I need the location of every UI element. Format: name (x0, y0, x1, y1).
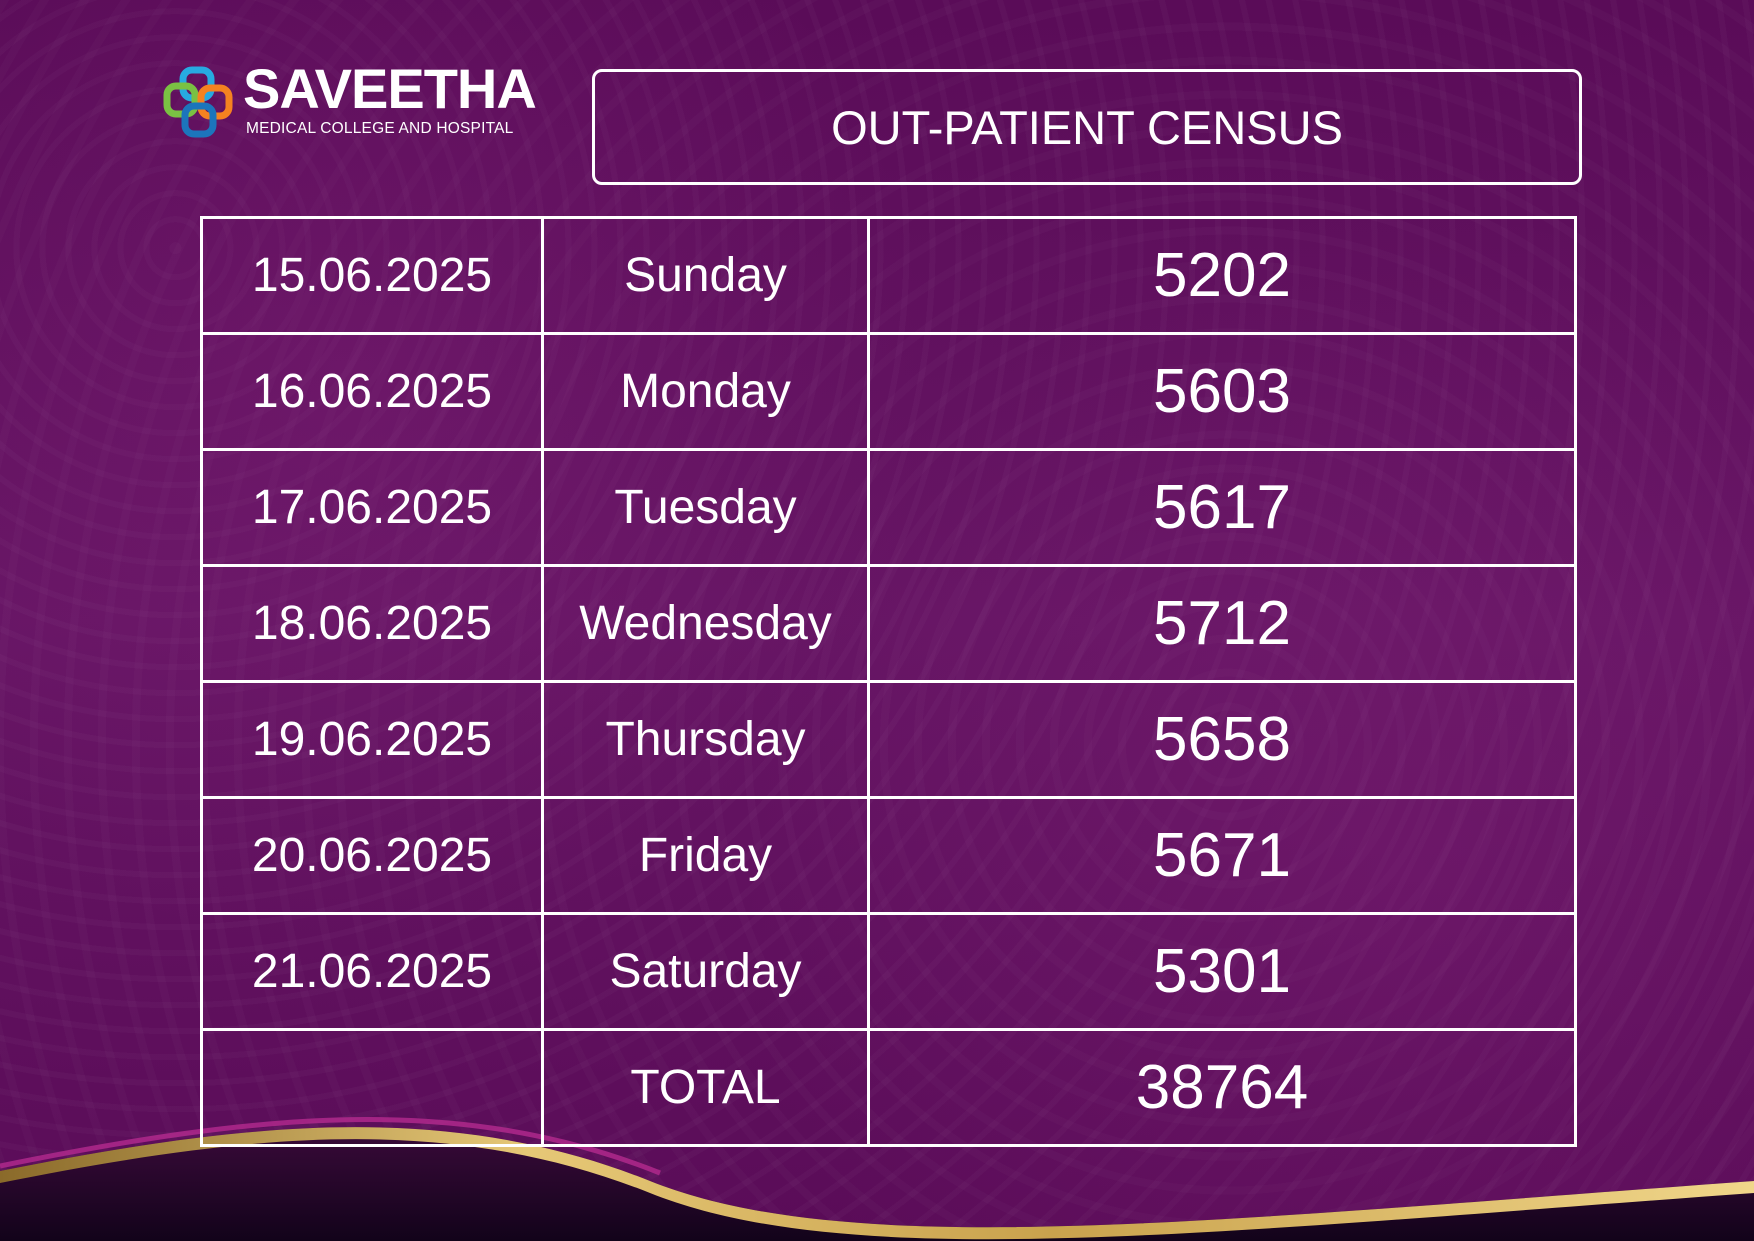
date-cell: 17.06.2025 (200, 448, 544, 567)
count-cell: 5712 (867, 564, 1577, 683)
date-cell: 21.06.2025 (200, 912, 544, 1031)
count-cell: 5603 (867, 332, 1577, 451)
count-cell: 5617 (867, 448, 1577, 567)
table-row: 17.06.2025 Tuesday 5617 (200, 448, 1577, 567)
title-box: OUT-PATIENT CENSUS (592, 69, 1582, 185)
count-cell: 5202 (867, 216, 1577, 335)
logo-name: SAVEETHA (243, 57, 537, 120)
logo-rings-icon (163, 66, 233, 138)
census-table: 15.06.2025 Sunday 5202 16.06.2025 Monday… (200, 216, 1577, 1147)
table-row: 20.06.2025 Friday 5671 (200, 796, 1577, 915)
table-row: 15.06.2025 Sunday 5202 (200, 216, 1577, 335)
day-cell: Wednesday (541, 564, 870, 683)
date-cell: 19.06.2025 (200, 680, 544, 799)
day-cell: Tuesday (541, 448, 870, 567)
empty-cell (200, 1028, 544, 1147)
count-cell: 5671 (867, 796, 1577, 915)
count-cell: 5658 (867, 680, 1577, 799)
day-cell: Friday (541, 796, 870, 915)
logo-subtitle: MEDICAL COLLEGE AND HOSPITAL (246, 120, 514, 137)
day-cell: Saturday (541, 912, 870, 1031)
day-cell: Thursday (541, 680, 870, 799)
day-cell: Sunday (541, 216, 870, 335)
table-row: 19.06.2025 Thursday 5658 (200, 680, 1577, 799)
total-count: 38764 (867, 1028, 1577, 1147)
date-cell: 16.06.2025 (200, 332, 544, 451)
table-row: 21.06.2025 Saturday 5301 (200, 912, 1577, 1031)
table-row: 16.06.2025 Monday 5603 (200, 332, 1577, 451)
date-cell: 15.06.2025 (200, 216, 544, 335)
total-label: TOTAL (541, 1028, 870, 1147)
total-row: TOTAL 38764 (200, 1028, 1577, 1147)
date-cell: 20.06.2025 (200, 796, 544, 915)
table-row: 18.06.2025 Wednesday 5712 (200, 564, 1577, 683)
day-cell: Monday (541, 332, 870, 451)
logo: SAVEETHA MEDICAL COLLEGE AND HOSPITAL (163, 57, 563, 148)
date-cell: 18.06.2025 (200, 564, 544, 683)
page-title: OUT-PATIENT CENSUS (831, 100, 1343, 154)
count-cell: 5301 (867, 912, 1577, 1031)
